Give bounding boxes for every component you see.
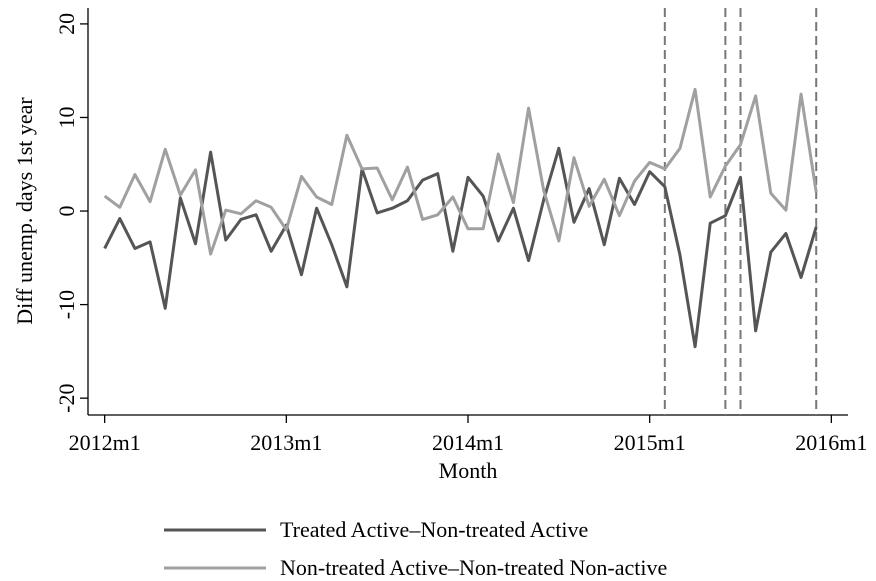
x-tick-label: 2015m1 bbox=[614, 430, 686, 455]
x-axis-label: Month bbox=[439, 458, 498, 483]
y-tick-label: 0 bbox=[54, 206, 79, 217]
x-tick-label: 2013m1 bbox=[250, 430, 322, 455]
x-tick-label: 2016m1 bbox=[795, 430, 867, 455]
x-tick-label: 2012m1 bbox=[69, 430, 141, 455]
legend-label: Non-treated Active–Non-treated Non-activ… bbox=[280, 555, 667, 580]
x-tick-label: 2014m1 bbox=[432, 430, 504, 455]
y-tick-label: 10 bbox=[54, 106, 79, 128]
data-line bbox=[103, 87, 818, 256]
y-tick-label: -20 bbox=[54, 383, 79, 412]
y-tick-label: -10 bbox=[54, 290, 79, 319]
y-axis-label: Diff unemp. days 1st year bbox=[12, 97, 37, 325]
y-tick-label: 20 bbox=[54, 13, 79, 35]
legend-label: Treated Active–Non-treated Active bbox=[280, 517, 588, 542]
